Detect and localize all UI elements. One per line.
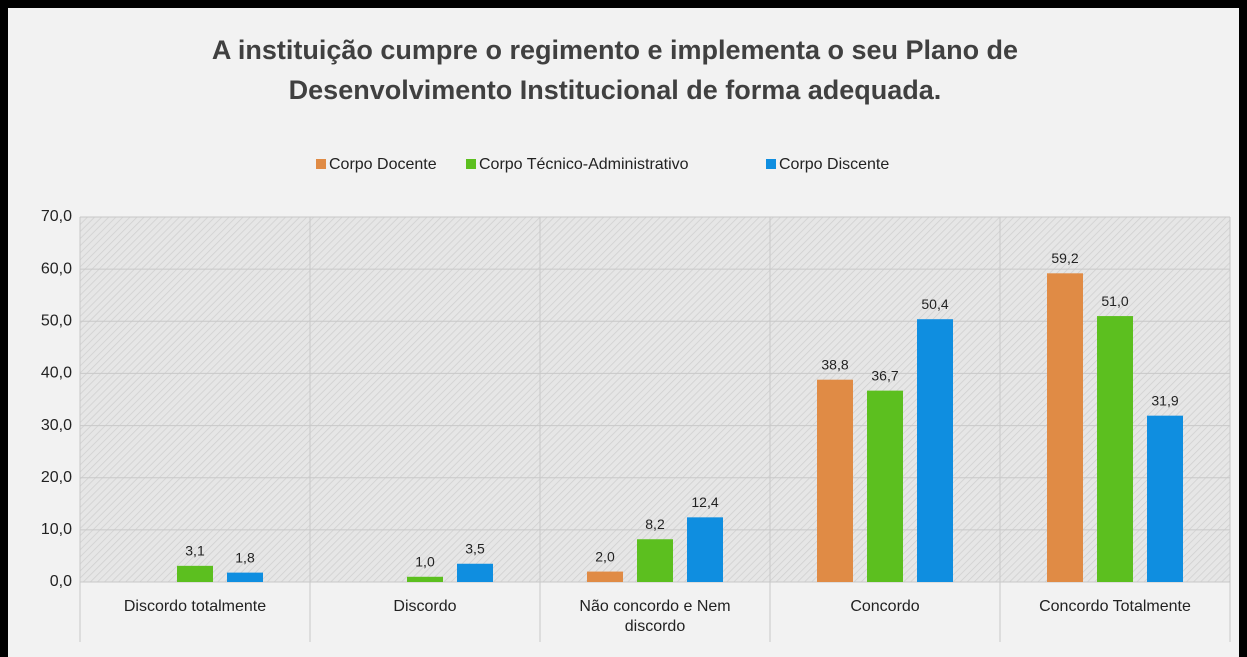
y-tick-label: 10,0	[41, 521, 72, 538]
y-tick-label: 50,0	[41, 313, 72, 330]
data-label: 36,7	[871, 367, 898, 383]
plot-area	[80, 217, 1230, 582]
legend-swatch	[316, 159, 326, 169]
chart-title: A instituição cumpre o regimento e imple…	[211, 35, 1019, 105]
y-tick-label: 70,0	[41, 208, 72, 225]
y-tick-label: 0,0	[50, 573, 72, 590]
bar	[1047, 273, 1083, 582]
bar	[1097, 316, 1133, 582]
data-label: 59,2	[1051, 250, 1078, 266]
bar	[457, 563, 493, 582]
x-tick-label: Discordo	[393, 598, 457, 615]
bar	[917, 319, 953, 582]
bar	[407, 576, 443, 582]
legend-label: Corpo Docente	[329, 156, 437, 173]
data-label: 3,1	[185, 543, 205, 559]
y-tick-label: 20,0	[41, 469, 72, 486]
x-tick-label: Concordo Totalmente	[1039, 598, 1191, 615]
bar	[1147, 415, 1183, 582]
legend-label: Corpo Discente	[779, 156, 889, 173]
x-tick-label: Não concordo e Nem discordo	[579, 598, 731, 635]
data-label: 38,8	[821, 356, 848, 372]
data-label: 8,2	[645, 516, 665, 532]
y-tick-label: 30,0	[41, 417, 72, 434]
data-label: 2,0	[595, 548, 615, 564]
x-tick-label: Discordo totalmente	[123, 598, 267, 615]
bar	[227, 572, 263, 582]
bar	[867, 390, 903, 582]
bar	[587, 571, 623, 582]
y-tick-label: 40,0	[41, 365, 72, 382]
data-label: 1,8	[235, 549, 255, 565]
data-label: 31,9	[1151, 392, 1178, 408]
data-label: 1,0	[415, 553, 435, 569]
bar	[687, 517, 723, 582]
legend-swatch	[766, 159, 776, 169]
data-label: 12,4	[691, 494, 718, 510]
legend-swatch	[466, 159, 476, 169]
data-label: 50,4	[921, 296, 948, 312]
x-tick-label: Concordo	[850, 598, 920, 615]
legend-label: Corpo Técnico-Administrativo	[479, 156, 689, 173]
bar	[817, 379, 853, 582]
y-tick-label: 60,0	[41, 260, 72, 277]
bar	[637, 539, 673, 582]
data-label: 51,0	[1101, 293, 1128, 309]
data-label: 3,5	[465, 540, 485, 556]
bar	[177, 565, 213, 582]
